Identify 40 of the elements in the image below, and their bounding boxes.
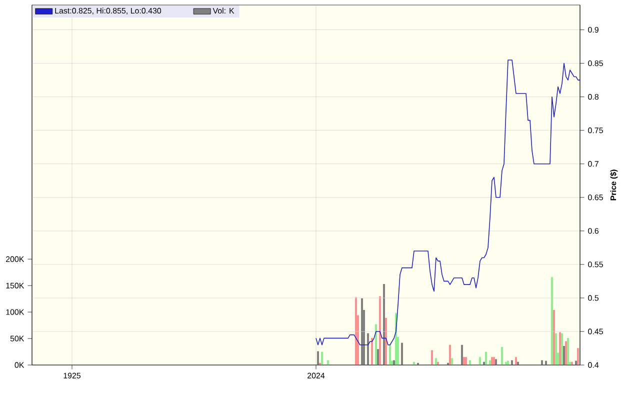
bar [321,352,324,365]
bar [431,350,434,365]
bar [501,347,504,365]
bar [565,341,568,365]
bar [327,360,330,365]
bar [495,359,498,365]
bar [361,298,364,365]
bar [393,360,396,365]
bar [383,284,386,365]
bar [355,297,358,365]
bar [389,344,392,365]
bar [375,324,378,365]
bar [491,357,494,365]
bar [401,342,404,365]
bar [435,358,438,365]
bar [541,360,544,365]
bar [577,348,580,365]
bar [511,360,514,365]
bar [371,338,374,365]
bar [377,349,380,365]
bar [489,360,492,365]
bar [479,357,482,365]
bar [567,338,570,365]
bar [451,358,454,365]
bar [463,357,466,365]
bar [563,346,566,365]
bar [469,360,472,365]
bar [317,351,320,365]
bar [515,357,518,365]
bar [485,352,488,365]
bar [367,333,370,365]
bar [449,344,452,365]
bar [385,318,388,365]
bar [379,296,382,365]
bar [465,357,468,365]
bar [551,277,554,365]
bar [555,333,558,365]
bar [461,344,464,365]
bar [561,333,564,365]
bar [553,310,556,365]
